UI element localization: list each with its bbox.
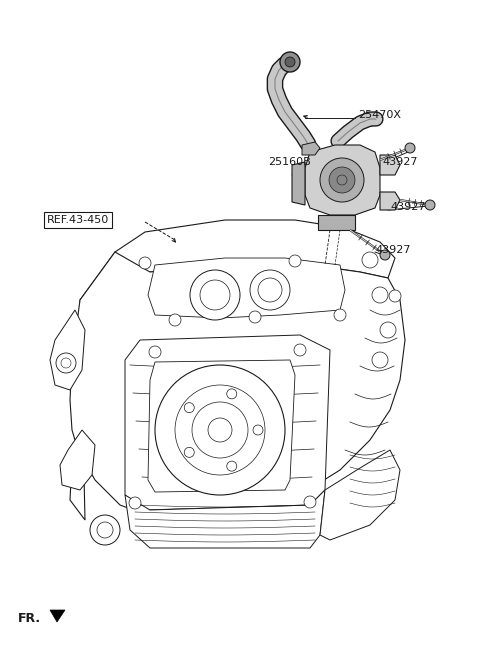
Polygon shape <box>125 335 330 510</box>
Circle shape <box>249 311 261 323</box>
Circle shape <box>129 497 141 509</box>
Circle shape <box>380 322 396 338</box>
Text: 43927: 43927 <box>382 157 418 167</box>
Polygon shape <box>60 430 95 490</box>
Polygon shape <box>115 220 395 280</box>
Polygon shape <box>305 145 380 215</box>
Circle shape <box>184 403 194 413</box>
Polygon shape <box>380 155 400 175</box>
Circle shape <box>61 358 71 368</box>
Polygon shape <box>320 450 400 540</box>
Circle shape <box>329 167 355 193</box>
Circle shape <box>200 280 230 310</box>
Circle shape <box>192 402 248 458</box>
Circle shape <box>184 447 194 457</box>
Circle shape <box>90 515 120 545</box>
Circle shape <box>149 346 161 358</box>
Polygon shape <box>70 252 120 520</box>
Circle shape <box>372 287 388 303</box>
Text: REF.43-450: REF.43-450 <box>47 215 109 225</box>
Text: FR.: FR. <box>18 612 41 625</box>
Circle shape <box>304 496 316 508</box>
Polygon shape <box>148 258 345 318</box>
Circle shape <box>405 143 415 153</box>
Polygon shape <box>380 192 400 210</box>
Circle shape <box>362 252 378 268</box>
Circle shape <box>97 522 113 538</box>
Text: 25160B: 25160B <box>268 157 311 167</box>
Circle shape <box>227 461 237 471</box>
Text: 43927: 43927 <box>375 245 410 255</box>
Circle shape <box>190 270 240 320</box>
Circle shape <box>289 255 301 267</box>
Polygon shape <box>292 162 305 205</box>
Circle shape <box>56 353 76 373</box>
Circle shape <box>155 365 285 495</box>
Circle shape <box>175 385 265 475</box>
Polygon shape <box>50 310 85 390</box>
Text: 25470X: 25470X <box>358 110 401 120</box>
Circle shape <box>334 309 346 321</box>
Circle shape <box>258 278 282 302</box>
Polygon shape <box>125 490 325 548</box>
Text: 43927: 43927 <box>390 202 425 212</box>
Circle shape <box>250 270 290 310</box>
Circle shape <box>285 57 295 67</box>
Polygon shape <box>50 610 65 622</box>
Circle shape <box>372 352 388 368</box>
Circle shape <box>294 344 306 356</box>
Polygon shape <box>318 215 355 230</box>
Polygon shape <box>302 142 320 155</box>
Circle shape <box>169 314 181 326</box>
Circle shape <box>253 425 263 435</box>
Polygon shape <box>70 252 405 525</box>
Circle shape <box>389 290 401 302</box>
Circle shape <box>227 389 237 399</box>
Circle shape <box>425 200 435 210</box>
Circle shape <box>139 257 151 269</box>
Circle shape <box>280 52 300 72</box>
Circle shape <box>320 158 364 202</box>
Circle shape <box>380 250 390 260</box>
Circle shape <box>208 418 232 442</box>
Polygon shape <box>148 360 295 492</box>
Circle shape <box>337 175 347 185</box>
